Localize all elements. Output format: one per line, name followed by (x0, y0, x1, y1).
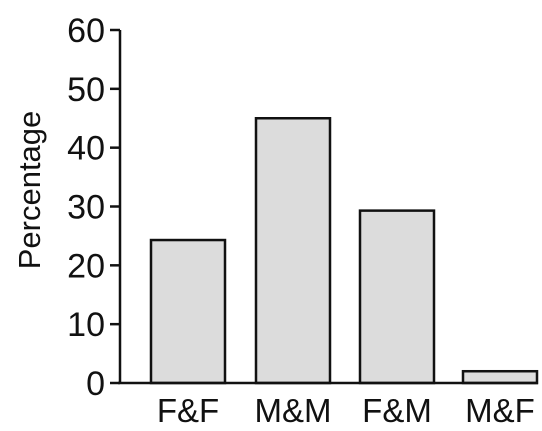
y-tick-label: 50 (67, 71, 105, 109)
x-category-label: F&F (157, 392, 219, 429)
y-tick-label: 10 (67, 306, 105, 344)
bar (254, 117, 332, 385)
y-tick-label: 60 (67, 12, 105, 50)
x-category-label: M&M (255, 392, 332, 429)
bar (461, 369, 539, 385)
y-tick-label: 0 (86, 365, 105, 403)
y-axis-ticks: 0 10 20 30 40 50 60 (67, 12, 120, 403)
y-axis-title: Percentage (12, 111, 47, 270)
x-category-label: F&M (362, 392, 432, 429)
bar (149, 238, 227, 385)
x-category-label: M&F (465, 392, 535, 429)
y-tick-label: 40 (67, 130, 105, 168)
bar-series (149, 117, 539, 385)
x-axis-category-labels: F&F M&M F&M M&F (157, 392, 535, 429)
y-tick-label: 20 (67, 247, 105, 285)
y-tick-label: 30 (67, 189, 105, 227)
bar (358, 209, 436, 385)
